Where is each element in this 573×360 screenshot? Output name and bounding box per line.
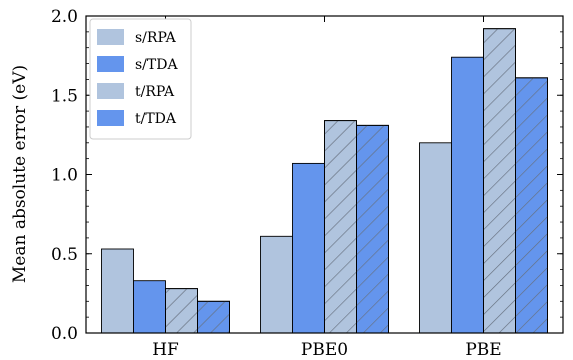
ticks-group: HF PBE0 PBE 0.0 0.5 1.0 1.5 2.0 bbox=[51, 7, 563, 360]
bar-s-tda-pbe0 bbox=[292, 162, 325, 334]
bar-hatch-t-rpa-hf bbox=[165, 288, 198, 334]
y-tick-label-3: 1.5 bbox=[51, 86, 78, 106]
legend-label-s-rpa: s/RPA bbox=[135, 30, 177, 46]
y-axis-label: Mean absolute error (eV) bbox=[10, 65, 30, 283]
x-tick-label-hf: HF bbox=[152, 340, 179, 360]
legend-swatch-t-tda bbox=[97, 110, 124, 126]
x-tick-label-pbe0: PBE0 bbox=[301, 340, 348, 360]
legend-label-t-tda: t/TDA bbox=[135, 111, 177, 127]
legend-label-t-rpa: t/RPA bbox=[135, 84, 175, 100]
bar-s-rpa-pbe bbox=[419, 142, 452, 334]
y-tick-label-1: 0.5 bbox=[51, 245, 78, 265]
bar-hatch-t-tda-hf bbox=[197, 300, 230, 334]
legend-swatch-s-tda bbox=[97, 56, 124, 72]
bar-s-tda-hf bbox=[133, 280, 166, 334]
bar-hatch-t-tda-pbe bbox=[515, 77, 548, 334]
bar-s-rpa-pbe0 bbox=[260, 235, 293, 334]
legend-box bbox=[89, 18, 192, 140]
bar-hatch-t-rpa-pbe0 bbox=[324, 120, 357, 334]
legend: s/RPA s/TDA t/RPA t/TDA bbox=[89, 18, 192, 140]
bar-s-rpa-hf bbox=[101, 248, 134, 334]
legend-label-s-tda: s/TDA bbox=[135, 57, 178, 73]
x-tick-label-pbe: PBE bbox=[465, 340, 501, 360]
y-tick-label-4: 2.0 bbox=[51, 7, 78, 27]
bars-group bbox=[101, 28, 548, 334]
legend-swatch-t-rpa bbox=[97, 83, 124, 99]
bar-hatch-t-tda-pbe0 bbox=[356, 124, 389, 334]
y-tick-label-2: 1.0 bbox=[51, 166, 78, 186]
bar-hatch-t-rpa-pbe bbox=[483, 28, 516, 334]
bar-s-tda-pbe bbox=[451, 56, 484, 334]
y-tick-label-0: 0.0 bbox=[51, 324, 78, 344]
legend-swatch-s-rpa bbox=[97, 29, 124, 45]
